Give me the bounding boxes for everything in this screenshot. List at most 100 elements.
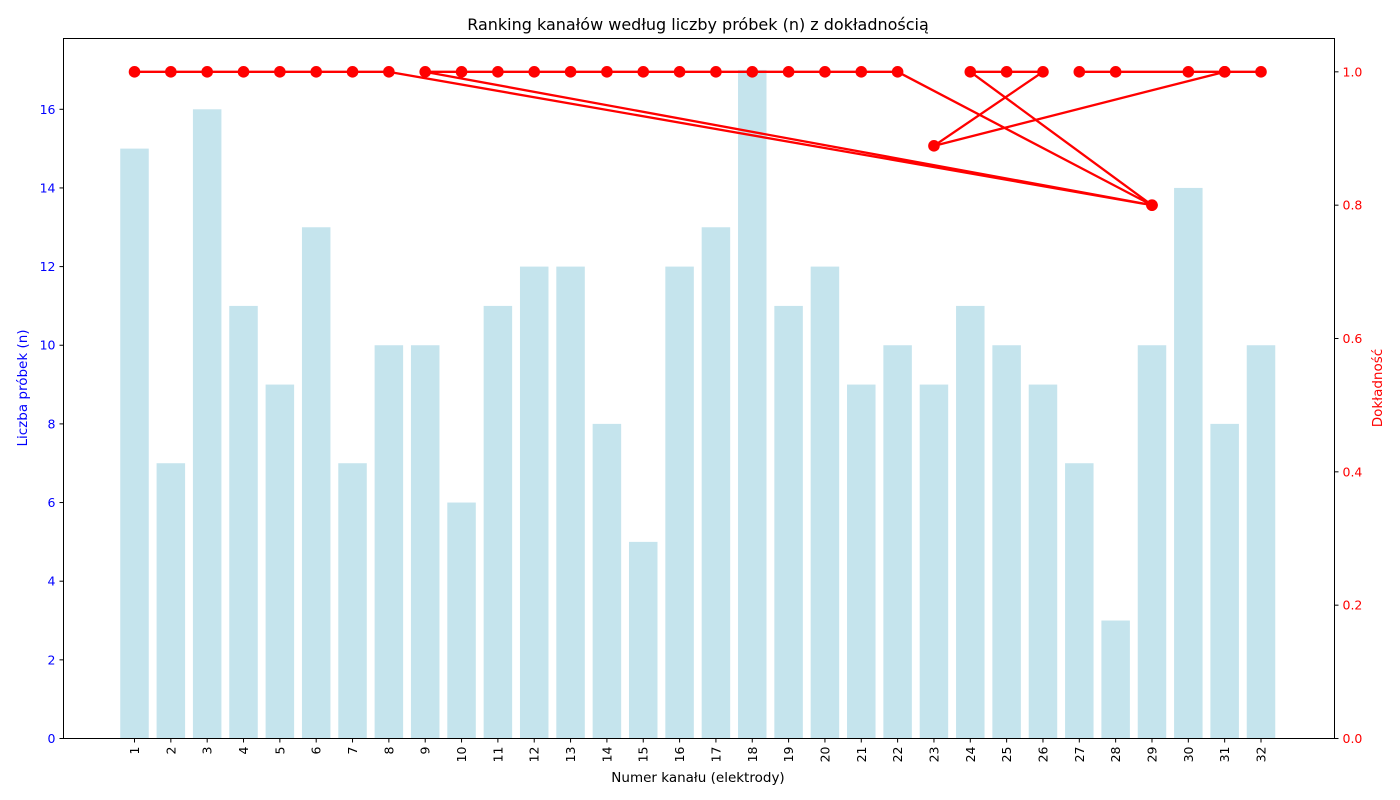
y-right-ticks: 0.0 0.2 0.4 0.6 0.8 1.0 (1334, 64, 1363, 746)
x-tick-label-27: 27 (1072, 747, 1087, 763)
accuracy-point-28-30 (1109, 66, 1122, 78)
x-tick-label-31: 31 (1217, 747, 1232, 763)
accuracy-point-32-33 (1255, 66, 1267, 78)
accuracy-point-12-12 (528, 66, 541, 78)
accuracy-point-2-1 (165, 66, 177, 78)
x-tick-label-16: 16 (672, 746, 687, 762)
x-tick-label-12: 12 (527, 747, 542, 763)
x-tick-label-11: 11 (490, 747, 505, 763)
accuracy-point-14-14 (601, 66, 613, 78)
bar-channel-7 (338, 463, 367, 739)
x-tick-label-29: 29 (1144, 746, 1159, 762)
x-tick-label-28: 28 (1108, 746, 1123, 762)
x-tick-label-1: 1 (127, 747, 142, 755)
accuracy-point-7-6 (346, 66, 359, 78)
bar-channel-14 (592, 423, 622, 739)
x-tick-label-14: 14 (599, 746, 614, 762)
bar-channel-10 (447, 502, 476, 739)
bar-channel-29 (1137, 345, 1167, 739)
accuracy-point-22-22 (891, 66, 904, 78)
y-tick-label-6: 6 (48, 495, 56, 510)
accuracy-point-26-26 (1037, 66, 1049, 78)
bar-channel-24 (956, 305, 985, 739)
x-tick-label-20: 20 (817, 746, 832, 762)
x-tick-label-13: 13 (563, 747, 578, 763)
bar-channel-21 (847, 384, 876, 739)
accuracy-point-17-17 (710, 66, 722, 78)
bar-channel-17 (701, 227, 731, 739)
x-tick-label-19: 19 (781, 746, 796, 762)
x-tick-label-26: 26 (1035, 746, 1050, 762)
x-tick-label-30: 30 (1181, 746, 1196, 762)
y2-tick-label-3: 0.6 (1343, 331, 1363, 346)
y2-tick-label-1: 0.2 (1343, 598, 1363, 613)
accuracy-point-6-5 (310, 66, 322, 78)
y-tick-label-16: 16 (40, 102, 56, 117)
accuracy-point-16-16 (673, 66, 686, 78)
accuracy-point-24-24 (964, 66, 977, 78)
accuracy-point-31-32 (1218, 66, 1231, 78)
x-tick-label-6: 6 (309, 746, 324, 754)
y-left-axis-label: Liczba próbek (n) (15, 329, 31, 446)
bar-channel-19 (774, 305, 803, 739)
x-tick-label-24: 24 (963, 746, 978, 762)
bar-channel-16 (665, 266, 694, 739)
x-tick-label-32: 32 (1254, 747, 1269, 763)
accuracy-line (134, 70, 1261, 207)
accuracy-point-1-0 (128, 66, 141, 78)
bar-channel-13 (556, 266, 585, 739)
x-tick-label-18: 18 (745, 746, 760, 762)
accuracy-point-9-9 (419, 66, 432, 78)
accuracy-point-8-7 (383, 66, 395, 78)
accuracy-point-30-31 (1182, 66, 1195, 78)
x-tick-label-25: 25 (999, 747, 1014, 763)
bar-channel-3 (192, 109, 222, 739)
x-tick-label-23: 23 (926, 747, 941, 763)
bar-channel-23 (919, 384, 949, 739)
bar-channel-18 (738, 69, 767, 739)
accuracy-point-19-19 (782, 66, 795, 78)
bar-channel-11 (483, 305, 513, 739)
x-tick-label-15: 15 (636, 747, 651, 763)
x-tick-label-22: 22 (890, 747, 905, 763)
y-tick-label-8: 8 (48, 416, 56, 431)
y2-tick-label-4: 0.8 (1343, 198, 1363, 213)
x-tick-label-7: 7 (345, 747, 360, 755)
y-tick-label-0: 0 (48, 731, 56, 746)
bars-layer (120, 69, 1276, 739)
x-tick-label-4: 4 (236, 746, 251, 754)
bar-channel-8 (374, 345, 404, 739)
bar-channel-2 (156, 463, 186, 739)
accuracy-point-3-2 (201, 66, 213, 78)
x-ticks: 1 2 3 4 5 6 7 8 9 10 11 12 13 14 15 16 17 18 19 20 21 22 23 24 2… (127, 738, 1269, 763)
bar-channel-9 (410, 345, 440, 739)
accuracy-point-23-27 (928, 140, 940, 152)
bar-channel-25 (992, 345, 1021, 739)
x-axis-label: Numer kanału (elektrody) (611, 770, 784, 786)
x-tick-label-9: 9 (418, 746, 433, 754)
bar-channel-15 (628, 541, 658, 739)
y2-tick-label-5: 1.0 (1343, 64, 1363, 79)
x-tick-label-5: 5 (272, 747, 287, 755)
bar-channel-1 (120, 148, 149, 739)
x-tick-label-10: 10 (454, 746, 469, 762)
accuracy-point-10-10 (455, 66, 468, 78)
accuracy-point-18-18 (746, 66, 759, 78)
accuracy-point-11-11 (492, 66, 504, 78)
accuracy-point-29-23 (1146, 199, 1158, 211)
accuracy-point-15-15 (637, 66, 650, 78)
bar-channel-31 (1210, 423, 1239, 739)
accuracy-point-25-25 (1000, 66, 1013, 78)
x-tick-label-2: 2 (163, 747, 178, 755)
y2-tick-label-2: 0.4 (1343, 464, 1363, 479)
bar-channel-4 (229, 305, 258, 739)
bar-channel-28 (1101, 620, 1130, 739)
bar-channel-22 (883, 345, 912, 739)
plot-frame (63, 38, 1335, 739)
y2-tick-label-0: 0.0 (1343, 731, 1363, 746)
accuracy-line-layer (128, 66, 1267, 211)
accuracy-point-20-20 (819, 66, 831, 78)
y-right-axis-label: Dokładność (1370, 349, 1386, 427)
y-tick-label-14: 14 (40, 180, 56, 195)
